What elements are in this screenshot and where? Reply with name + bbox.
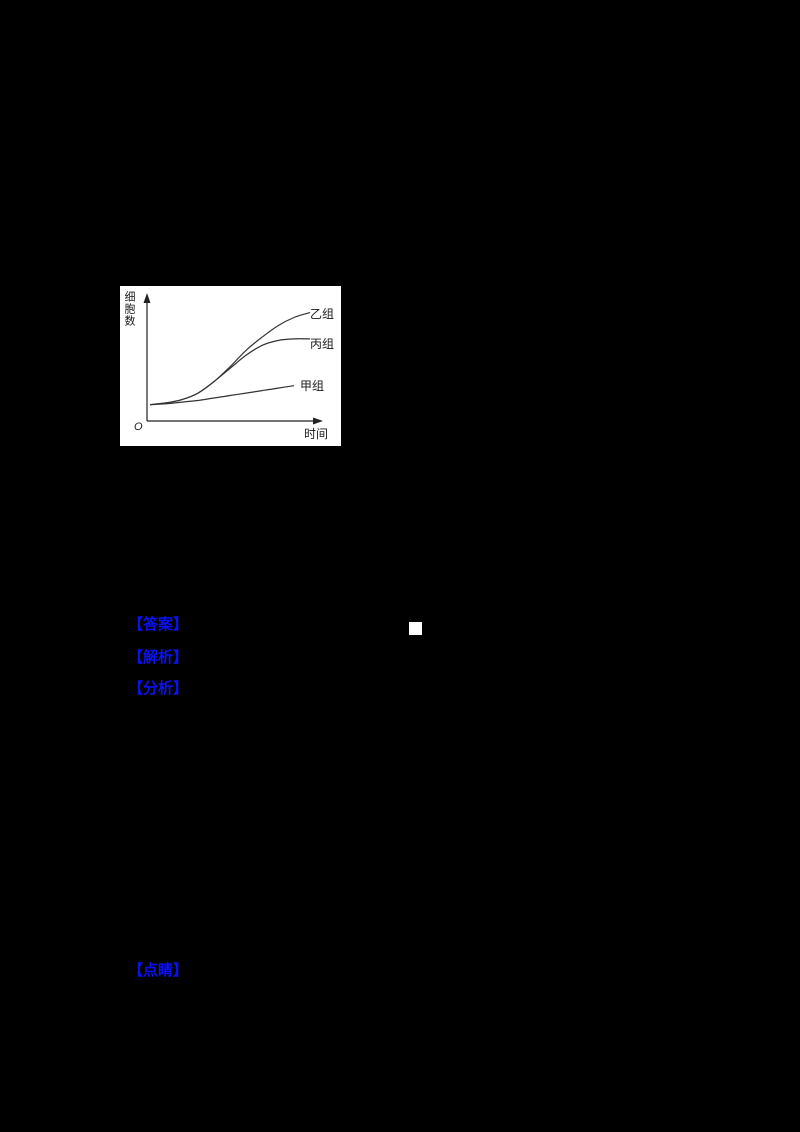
analysis-tag: 【解析】	[128, 649, 189, 666]
origin-label: O	[134, 421, 143, 433]
blank-placeholder-square	[409, 622, 422, 635]
curve-label-bing-group: 丙组	[310, 337, 335, 351]
curve-label-jia-group: 甲组	[300, 379, 325, 393]
y-axis-arrow-icon	[143, 293, 151, 303]
growth-curve-0	[149, 312, 311, 406]
x-axis-arrow-icon	[313, 417, 323, 425]
breakdown-tag: 【分析】	[128, 680, 189, 697]
keypoint-tag: 【点睛】	[128, 962, 189, 979]
x-axis-label: 时间	[304, 427, 329, 441]
answer-tag: 【答案】	[128, 616, 189, 633]
growth-curve-2	[149, 385, 295, 406]
curve-chart-svg	[143, 293, 323, 425]
growth-curve-1	[149, 338, 311, 406]
y-axis-label: 细胞数	[123, 291, 135, 327]
curve-label-yi-group: 乙组	[310, 307, 335, 321]
growth-curve-figure: 细胞数 O 时间 乙组 丙组 甲组	[120, 286, 341, 446]
